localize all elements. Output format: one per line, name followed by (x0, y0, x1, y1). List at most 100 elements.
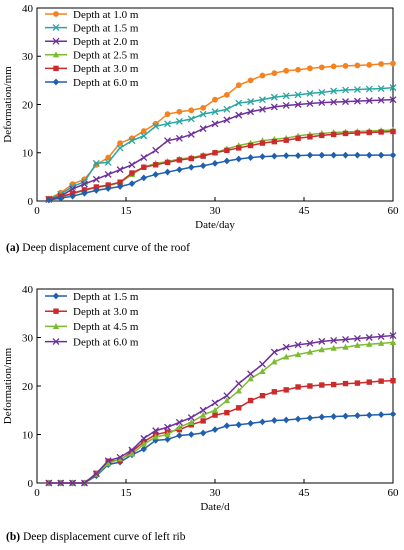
chart-b-data-point (116, 455, 124, 462)
chart-a-data-point (176, 157, 183, 163)
chart-a-data-point (211, 108, 219, 116)
chart-a-x-tick-label: 15 (121, 205, 133, 217)
chart-a-data-point (294, 101, 302, 108)
chart-a-data-point (212, 150, 218, 156)
chart-b-data-point (200, 418, 206, 424)
chart-b-data-point (259, 360, 266, 368)
chart-a-data-point (270, 93, 278, 101)
chart-b-data-point (342, 335, 349, 343)
chart-b-data-point (188, 418, 195, 425)
chart-a-data-point (140, 174, 147, 182)
chart-a-data-point (81, 189, 88, 197)
chart-b-legend-label: Depth at 3.0 m (73, 306, 139, 318)
chart-b-data-point (212, 412, 218, 418)
chart-a-data-point (366, 62, 373, 68)
chart-a-data-point (164, 120, 171, 128)
chart-b-x-tick-label: 60 (388, 487, 400, 499)
chart-b-data-point (306, 348, 314, 355)
chart-a-data-point (307, 134, 313, 140)
chart-b-data-point (199, 429, 207, 437)
chart-a-data-point (176, 108, 183, 115)
chart-a-series-line (48, 130, 394, 200)
chart-a-data-point (353, 97, 361, 105)
chart-a-legend-label: Depth at 2.5 m (73, 50, 139, 62)
chart-b-data-point (81, 479, 88, 487)
chart-a-data-point (283, 152, 290, 160)
chart-b-data-point (247, 370, 255, 378)
chart-a-data-point (199, 110, 207, 118)
chart-a-data-point (389, 84, 397, 92)
chart-a-data-point (128, 161, 136, 169)
chart-b-plot-frame (36, 288, 394, 484)
chart-a-data-point (378, 129, 384, 135)
chart-a-data-point (175, 134, 183, 142)
chart-a-data-point (330, 98, 338, 106)
chart-a-data-point (294, 91, 302, 99)
chart-b-data-point (164, 423, 171, 431)
chart-a-data-point (223, 105, 231, 113)
chart-b-data-point (140, 434, 148, 442)
chart-b-data-point (342, 412, 349, 420)
chart-a-data-point (128, 137, 136, 145)
chart-a-data-point (199, 125, 207, 133)
chart-b-data-point (365, 334, 373, 341)
chart-a-data-point (366, 151, 373, 159)
chart-a-y-tick-label: 40 (22, 3, 34, 15)
chart-b-data-point (199, 406, 207, 414)
chart-b-legend-marker (52, 323, 60, 329)
caption-a-text: Deep displacement curve of the roof (19, 242, 190, 254)
chart-a-legend-label: Depth at 6.0 m (73, 77, 139, 89)
chart-b-data-point (236, 405, 242, 411)
chart-a-data-point (377, 96, 385, 104)
chart-a-data-point (271, 70, 278, 77)
chart-a-data-point (342, 130, 349, 137)
chart-a-data-point (330, 151, 337, 159)
chart-a-legend-label: Depth at 1.5 m (73, 22, 139, 34)
chart-b-series-2 (46, 377, 396, 486)
chart-a-data-point (164, 159, 171, 166)
chart-b-data-point (104, 457, 112, 465)
chart-b-data-point (342, 343, 349, 350)
chart-a-data-point (365, 97, 373, 105)
chart-a-data-point (223, 157, 231, 165)
chart-b-data-point (389, 410, 397, 418)
chart-b-legend-marker (53, 308, 59, 314)
chart-a-data-point (224, 147, 230, 154)
chart-a-data-point (295, 66, 301, 73)
chart-b-data-point (140, 445, 147, 453)
chart-a-series-line (48, 98, 394, 201)
chart-b-x-tick-label: 45 (299, 487, 311, 499)
chart-b-x-tick-label: 0 (34, 487, 40, 499)
chart-a-y-tick-label: 20 (22, 99, 34, 111)
chart-b-data-point (188, 431, 195, 438)
chart-b-data-point (128, 446, 136, 454)
chart-b-y-tick-label: 10 (22, 429, 34, 441)
chart-a-data-point (211, 159, 219, 167)
chart-a: 0 15 30 45 60 0 10 20 30 40 Date/day Deformation/mm… (2, 3, 399, 231)
chart-b-data-point (377, 411, 385, 419)
chart-a-series-line (48, 86, 394, 200)
chart-a-data-point (318, 151, 325, 159)
chart-a-x-tick-label: 45 (299, 205, 311, 217)
chart-b-data-point (306, 414, 314, 422)
chart-b-data-point (389, 338, 397, 345)
chart-b-data-point (57, 479, 65, 487)
caption-b-text: Deep displacement curve of left rib (20, 531, 186, 543)
chart-b-data-point (152, 436, 159, 444)
chart-b-data-point (366, 379, 372, 385)
chart-a-data-point (342, 151, 349, 159)
chart-b-data-point (319, 382, 325, 388)
chart-a-y-tick-label: 10 (22, 148, 34, 160)
chart-a-data-point (271, 138, 278, 145)
chart-a-data-point (283, 67, 290, 74)
chart-a-data-point (175, 117, 183, 125)
chart-a-data-point (164, 111, 171, 118)
chart-a-data-point (152, 122, 160, 130)
chart-b-data-point (199, 411, 207, 418)
chart-a-series-2 (45, 84, 397, 203)
chart-b-data-point (211, 426, 219, 434)
chart-a-legend-marker (52, 24, 60, 32)
chart-a-data-point (188, 155, 194, 162)
chart-a-data-point (282, 92, 290, 100)
